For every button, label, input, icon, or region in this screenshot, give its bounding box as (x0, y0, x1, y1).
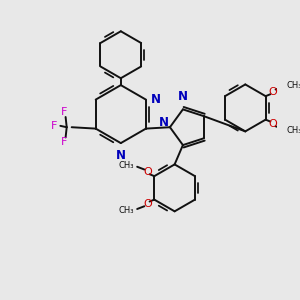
Text: O: O (143, 199, 152, 209)
Text: CH₃: CH₃ (286, 81, 300, 90)
Text: CH₃: CH₃ (119, 206, 134, 215)
Text: F: F (61, 107, 68, 117)
Text: N: N (151, 93, 161, 106)
Text: CH₃: CH₃ (119, 160, 134, 169)
Text: N: N (159, 116, 169, 129)
Text: O: O (268, 87, 277, 97)
Text: N: N (116, 149, 126, 162)
Text: O: O (143, 167, 152, 177)
Text: CH₃: CH₃ (286, 126, 300, 135)
Text: F: F (51, 121, 58, 131)
Text: N: N (178, 90, 188, 103)
Text: O: O (268, 119, 277, 129)
Text: F: F (61, 137, 68, 147)
